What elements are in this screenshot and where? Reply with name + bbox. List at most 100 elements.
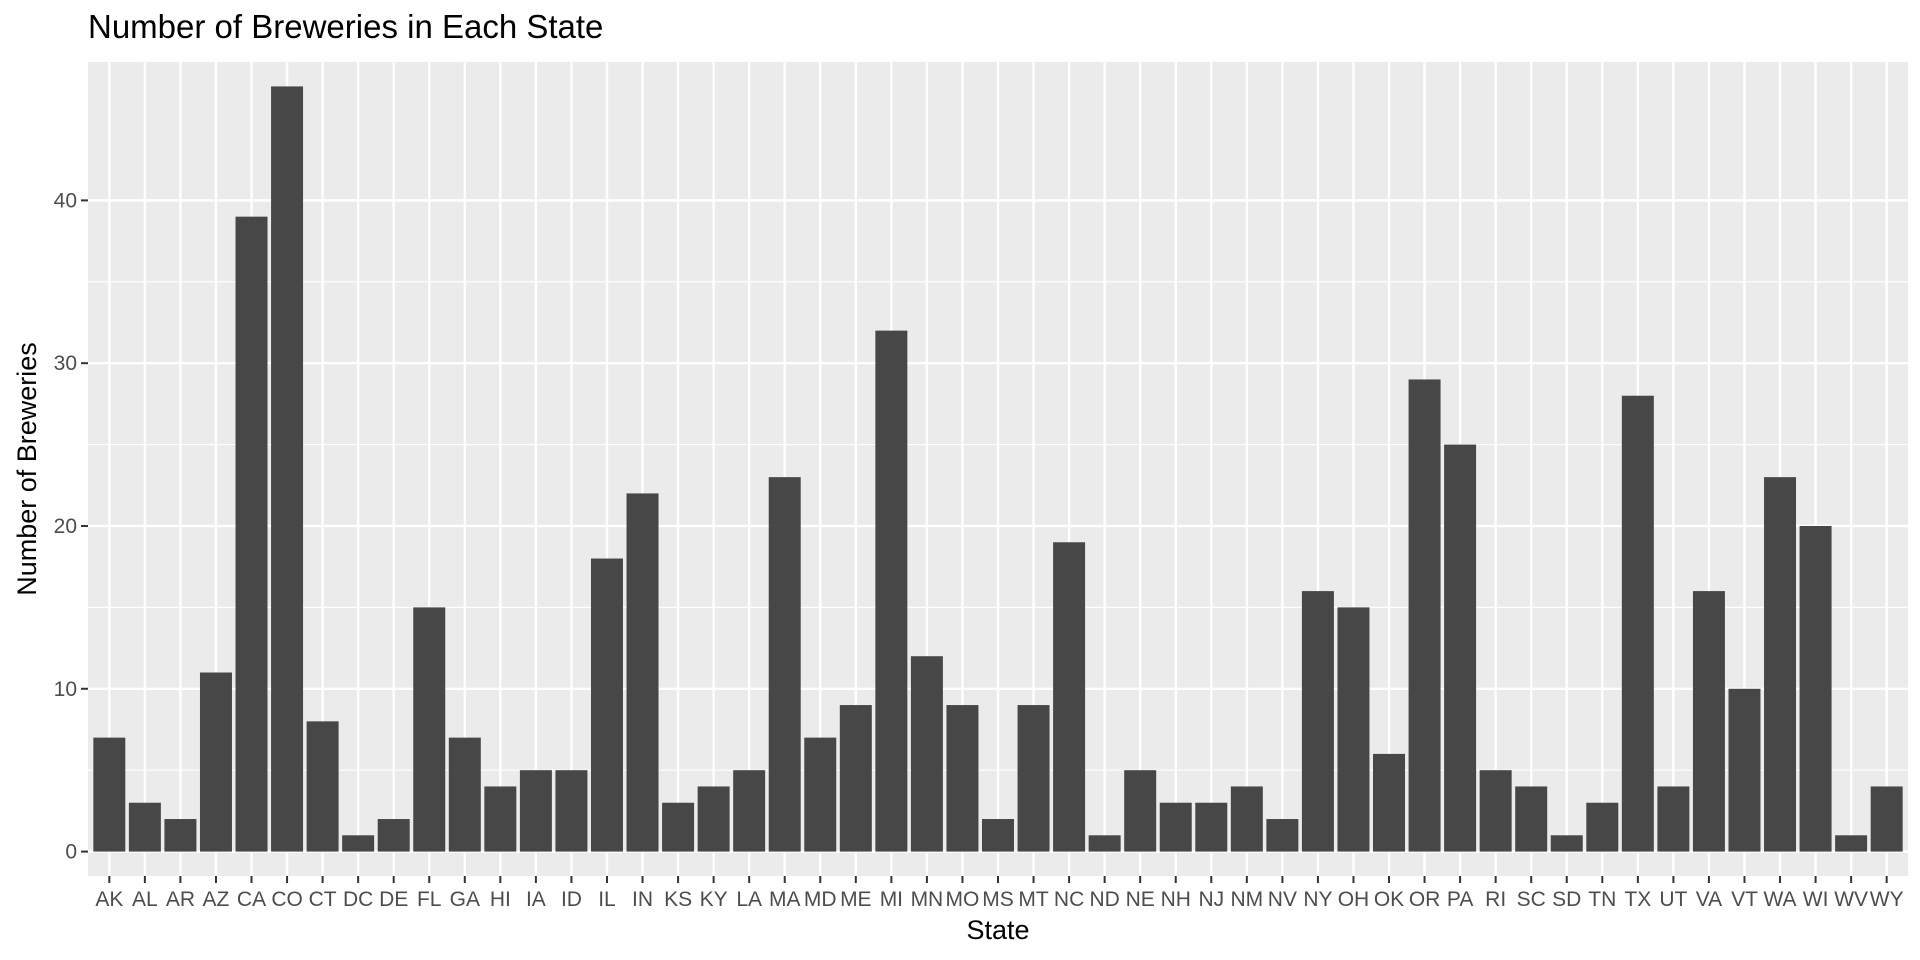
x-tick-label: WA xyxy=(1764,888,1797,911)
y-axis-ticks: 0 10 20 30 40 xyxy=(54,189,88,864)
x-tick-label: ID xyxy=(561,888,582,911)
x-tick-label: NV xyxy=(1268,888,1297,911)
bar-mi xyxy=(875,330,908,852)
bar-vt xyxy=(1728,688,1761,852)
bar-me xyxy=(839,705,872,852)
x-tick-label: ME xyxy=(840,888,872,911)
x-tick-label: PA xyxy=(1447,888,1473,911)
bar-in xyxy=(626,493,659,852)
x-tick-label: OH xyxy=(1338,888,1370,911)
bars xyxy=(93,86,1903,852)
bar-va xyxy=(1692,591,1725,852)
x-tick-label: IA xyxy=(526,888,546,911)
bar-nv xyxy=(1266,819,1299,852)
x-tick-label: HI xyxy=(490,888,511,911)
x-tick-label: VA xyxy=(1696,888,1722,911)
x-axis-title: State xyxy=(966,915,1029,945)
x-tick-label: OK xyxy=(1374,888,1404,911)
x-tick-label: IL xyxy=(598,888,616,911)
x-tick-label: SC xyxy=(1517,888,1546,911)
x-tick-label: OR xyxy=(1409,888,1441,911)
bar-ks xyxy=(662,802,695,852)
x-tick-label: AK xyxy=(95,888,123,911)
bar-sd xyxy=(1550,835,1583,852)
bar-co xyxy=(271,86,304,852)
x-tick-label: MT xyxy=(1018,888,1048,911)
x-tick-label: WI xyxy=(1803,888,1829,911)
x-axis-ticks: AK AL AR AZ CA CO CT DC DE FL GA HI IA ID IL IN KS KY LA MA… xyxy=(95,876,1904,911)
bar-ar xyxy=(164,819,197,852)
bar-dc xyxy=(342,835,375,852)
bar-ga xyxy=(448,737,481,852)
bar-ny xyxy=(1301,591,1334,852)
bar-ms xyxy=(982,819,1014,852)
bar-ky xyxy=(697,786,730,852)
y-tick-label: 40 xyxy=(54,189,77,212)
bar-ca xyxy=(235,216,268,852)
bar-mt xyxy=(1017,705,1050,852)
x-tick-label: FL xyxy=(417,888,442,911)
bar-de xyxy=(377,819,410,852)
bar-nm xyxy=(1230,786,1263,852)
x-tick-label: NH xyxy=(1161,888,1191,911)
x-tick-label: NC xyxy=(1054,888,1084,911)
x-tick-label: WY xyxy=(1870,888,1904,911)
bar-ct xyxy=(306,721,339,852)
x-tick-label: CA xyxy=(237,888,266,911)
x-tick-label: KS xyxy=(664,888,692,911)
bar-nc xyxy=(1053,542,1086,852)
x-tick-label: NM xyxy=(1230,888,1263,911)
bar-ak xyxy=(93,737,126,852)
y-tick-label: 30 xyxy=(54,352,77,375)
bar-nh xyxy=(1159,802,1192,852)
bar-ma xyxy=(768,477,801,852)
x-tick-label: ND xyxy=(1089,888,1119,911)
x-tick-label: AZ xyxy=(203,888,230,911)
x-tick-label: MA xyxy=(769,888,801,911)
x-tick-label: DC xyxy=(343,888,373,911)
bar-ia xyxy=(519,770,552,852)
x-tick-label: MS xyxy=(982,888,1014,911)
x-tick-label: AL xyxy=(132,888,158,911)
bar-ri xyxy=(1479,770,1512,852)
bar-al xyxy=(128,802,161,852)
bar-or xyxy=(1408,379,1441,852)
x-tick-label: AR xyxy=(166,888,195,911)
x-tick-label: TN xyxy=(1588,888,1616,911)
x-tick-label: UT xyxy=(1659,888,1687,911)
x-tick-label: SD xyxy=(1552,888,1581,911)
x-tick-label: GA xyxy=(450,888,480,911)
bar-tn xyxy=(1586,802,1619,852)
bar-wy xyxy=(1870,786,1903,852)
x-tick-label: TX xyxy=(1624,888,1651,911)
x-tick-label: NE xyxy=(1126,888,1155,911)
bar-ne xyxy=(1124,770,1157,852)
x-tick-label: VT xyxy=(1731,888,1758,911)
bar-hi xyxy=(484,786,517,852)
bar-id xyxy=(555,770,588,852)
x-tick-label: CT xyxy=(309,888,337,911)
y-axis-title: Number of Breweries xyxy=(12,342,42,596)
bar-mo xyxy=(946,705,979,852)
y-tick-label: 20 xyxy=(54,515,77,538)
x-tick-label: KY xyxy=(700,888,728,911)
bar-md xyxy=(804,737,837,852)
bar-wv xyxy=(1835,835,1868,852)
x-tick-label: IN xyxy=(632,888,653,911)
x-tick-label: LA xyxy=(736,888,762,911)
bar-mn xyxy=(910,656,943,852)
bar-wi xyxy=(1799,525,1832,852)
bar-tx xyxy=(1621,395,1654,852)
bar-ok xyxy=(1373,753,1406,852)
x-tick-label: MO xyxy=(946,888,980,911)
x-tick-label: CO xyxy=(271,888,303,911)
bar-fl xyxy=(413,607,446,852)
bar-oh xyxy=(1337,607,1370,852)
y-tick-label: 10 xyxy=(54,678,77,701)
bar-wa xyxy=(1764,477,1797,852)
x-tick-label: NJ xyxy=(1198,888,1224,911)
bar-la xyxy=(733,770,766,852)
bar-nd xyxy=(1088,835,1121,852)
bar-pa xyxy=(1444,444,1477,852)
